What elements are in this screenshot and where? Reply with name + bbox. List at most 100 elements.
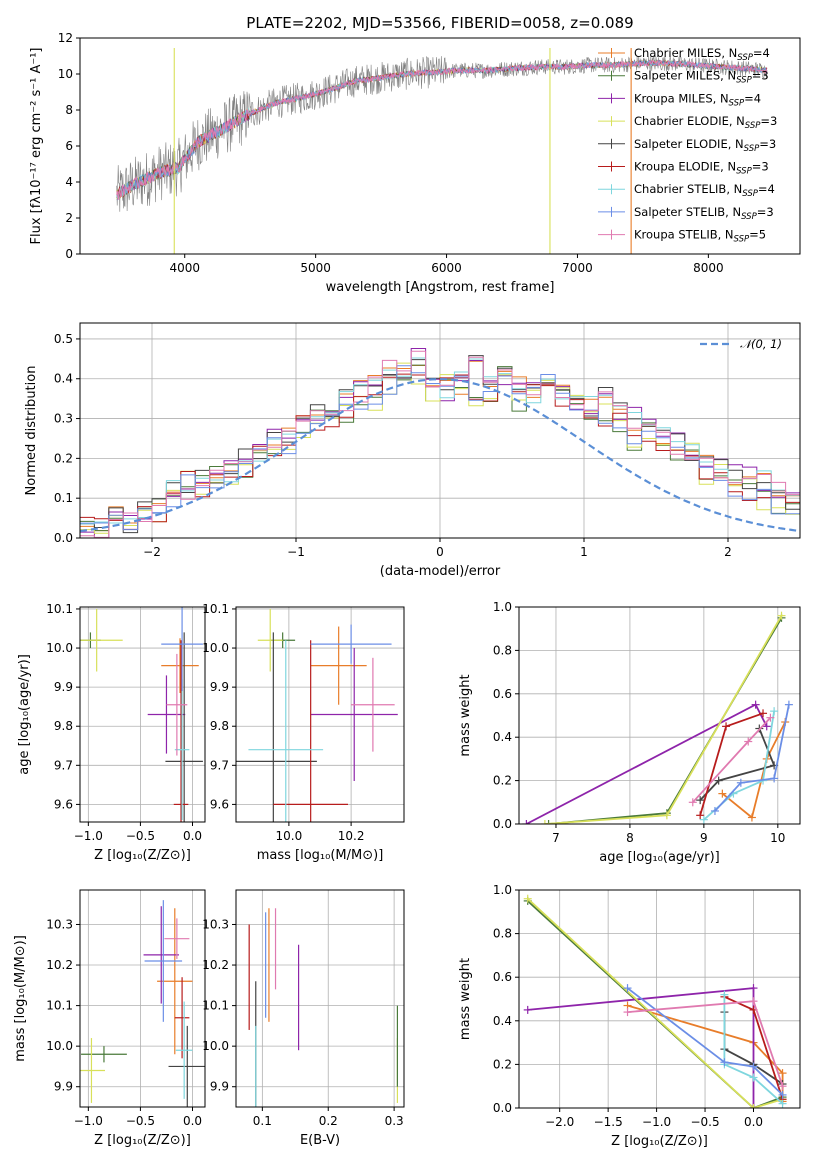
- x-tick-label: 8: [626, 831, 634, 845]
- y-axis-label: age [log₁₀(age/yr)]: [17, 654, 32, 775]
- y-tick-label: 10.0: [46, 641, 73, 655]
- y-tick-label: 0.0: [54, 531, 73, 545]
- plot-area: [236, 608, 398, 822]
- axes-frame: [79, 322, 801, 539]
- x-tick-label: 10.0: [276, 829, 303, 843]
- histogram-step: [80, 350, 800, 538]
- axes-frame: [235, 889, 405, 1108]
- y-axis-label: mass [log₁₀(M/M⊙)]: [13, 935, 28, 1062]
- x-tick-label: 0.0: [744, 1115, 763, 1129]
- y-tick-label: 9.6: [54, 797, 73, 811]
- y-tick-label: 10.1: [202, 602, 229, 616]
- mass-weight-line: [626, 987, 784, 1096]
- x-tick-label: −0.5: [126, 1114, 155, 1128]
- y-tick-label: 9.9: [210, 680, 229, 694]
- x-tick-label: −1.0: [74, 829, 103, 843]
- chart-title: PLATE=2202, MJD=53566, FIBERID=0058, z=0…: [246, 14, 633, 32]
- mass-vs-metallicity-panel: −1.0 −0.5 0.0 9.9 10.0 10.1 10.2 10.3 Z [log₁₀(Z…: [13, 889, 206, 1148]
- y-tick-label: 0.8: [493, 927, 512, 941]
- y-tick-label: 10.0: [202, 641, 229, 655]
- x-tick-label: 0.0: [183, 829, 202, 843]
- mass-weight-line: [723, 994, 784, 1105]
- plot-area: [522, 611, 793, 824]
- y-tick-label: 10.3: [46, 917, 73, 931]
- y-tick-label: 10.1: [202, 999, 229, 1013]
- residuals-panel: −2 −1 0 1 2 0.0 0.1 0.2 0.3 0.4 0.5 (data-model)/er…: [24, 322, 801, 579]
- y-tick-label: 0.2: [493, 774, 512, 788]
- axes-frame: [79, 606, 206, 823]
- legend-label: Kroupa ELODIE, NSSP=3: [634, 160, 769, 177]
- plot-area: [116, 48, 768, 254]
- x-tick-label: 4000: [169, 261, 200, 275]
- x-tick-label: 0.1: [253, 1114, 272, 1128]
- y-tick-label: 0.4: [493, 730, 512, 744]
- x-axis-label: Z [log₁₀(Z/Z⊙)]: [94, 1133, 191, 1148]
- legend-label: 𝒩(0, 1): [740, 337, 782, 351]
- y-tick-label: 0.2: [54, 451, 73, 465]
- y-axis-label: mass weight: [458, 958, 473, 1040]
- x-tick-label: 1: [580, 545, 588, 559]
- y-tick-label: 8: [65, 103, 73, 117]
- plot-area: [80, 607, 203, 822]
- legend: Chabrier MILES, NSSP=4 Salpeter MILES, NS…: [598, 46, 777, 245]
- y-tick-label: 10.3: [202, 917, 229, 931]
- y-tick-label: 10.1: [46, 602, 73, 616]
- x-axis-label: Z [log₁₀(Z/Z⊙)]: [611, 1134, 708, 1149]
- x-axis-label: E(B-V): [300, 1133, 340, 1148]
- spectrum-panel: 4000 5000 6000 7000 8000 0 2 4 6 8 10 12 wavelength …: [29, 14, 801, 295]
- x-tick-label: 6000: [431, 261, 462, 275]
- histogram-step: [80, 357, 800, 525]
- y-tick-label: 0.8: [493, 643, 512, 657]
- legend-label: Kroupa STELIB, NSSP=5: [634, 228, 766, 245]
- mass-weight-vs-metallicity-panel: −2.0 −1.5 −1.0 −0.5 0.0 0.0 0.2 0.4 0.6 0.8 1.0 Z […: [458, 883, 801, 1149]
- x-axis-label: age [log₁₀(age/yr)]: [599, 850, 720, 865]
- axes-frame: [79, 37, 801, 255]
- grid-lines: [236, 890, 404, 1107]
- y-tick-label: 10.2: [46, 958, 73, 972]
- x-tick-label: −1: [287, 545, 305, 559]
- x-tick-label: −2.0: [545, 1115, 574, 1129]
- y-tick-label: 0.3: [54, 412, 73, 426]
- x-tick-label: −0.5: [690, 1115, 719, 1129]
- y-tick-label: 0.4: [493, 1014, 512, 1028]
- legend-label: Chabrier ELODIE, NSSP=3: [634, 114, 777, 131]
- legend-label: Chabrier STELIB, NSSP=4: [634, 182, 775, 199]
- mass-weight-vs-age-panel: 7 8 9 10 0.0 0.2 0.4 0.6 0.8 1.0 age [log₁₀(age/yr…: [458, 600, 801, 865]
- model-line: [116, 59, 768, 200]
- x-tick-label: 9: [700, 831, 708, 845]
- y-tick-label: 9.8: [54, 719, 73, 733]
- mass-weight-line: [527, 900, 783, 1108]
- y-tick-label: 9.9: [54, 1080, 73, 1094]
- x-tick-label: 0: [436, 545, 444, 559]
- y-tick-label: 9.9: [210, 1080, 229, 1094]
- plot-area: [523, 894, 787, 1108]
- y-tick-label: 1.0: [493, 883, 512, 897]
- y-tick-label: 9.9: [54, 680, 73, 694]
- plot-area: [80, 900, 205, 1107]
- y-tick-label: 9.7: [54, 758, 73, 772]
- age-vs-mass-panel: 10.0 10.2 9.6 9.7 9.8 9.9 10.0 10.1 mass [log₁₀(…: [202, 602, 405, 863]
- x-tick-label: −0.5: [126, 829, 155, 843]
- y-axis-label: Flux [fλ10⁻¹⁷ erg cm⁻² s⁻¹ A⁻¹]: [29, 48, 44, 245]
- x-tick-label: −2: [143, 545, 161, 559]
- x-axis-label: mass [log₁₀(M/M⊙)]: [257, 848, 384, 863]
- spectrum-data-line: [116, 55, 768, 212]
- x-axis-label: wavelength [Angstrom, rest frame]: [326, 280, 555, 295]
- y-tick-label: 0.5: [54, 332, 73, 346]
- y-tick-label: 0.0: [493, 1101, 512, 1115]
- axes-frame: [79, 889, 206, 1108]
- x-tick-label: 0.2: [319, 1114, 338, 1128]
- legend-label: Chabrier MILES, NSSP=4: [634, 46, 770, 63]
- legend-label: Kroupa MILES, NSSP=4: [634, 91, 761, 108]
- y-tick-label: 0.4: [54, 372, 73, 386]
- mass-weight-line: [527, 898, 783, 1108]
- y-tick-label: 10.0: [46, 1039, 73, 1053]
- legend-label: Salpeter ELODIE, NSSP=3: [634, 137, 776, 154]
- y-tick-label: 0: [65, 247, 73, 261]
- x-tick-label: 5000: [300, 261, 331, 275]
- x-axis-label: (data-model)/error: [380, 564, 501, 579]
- legend: 𝒩(0, 1): [700, 337, 782, 351]
- plot-area: [248, 908, 399, 1107]
- x-axis-label: Z [log₁₀(Z/Z⊙)]: [94, 848, 191, 863]
